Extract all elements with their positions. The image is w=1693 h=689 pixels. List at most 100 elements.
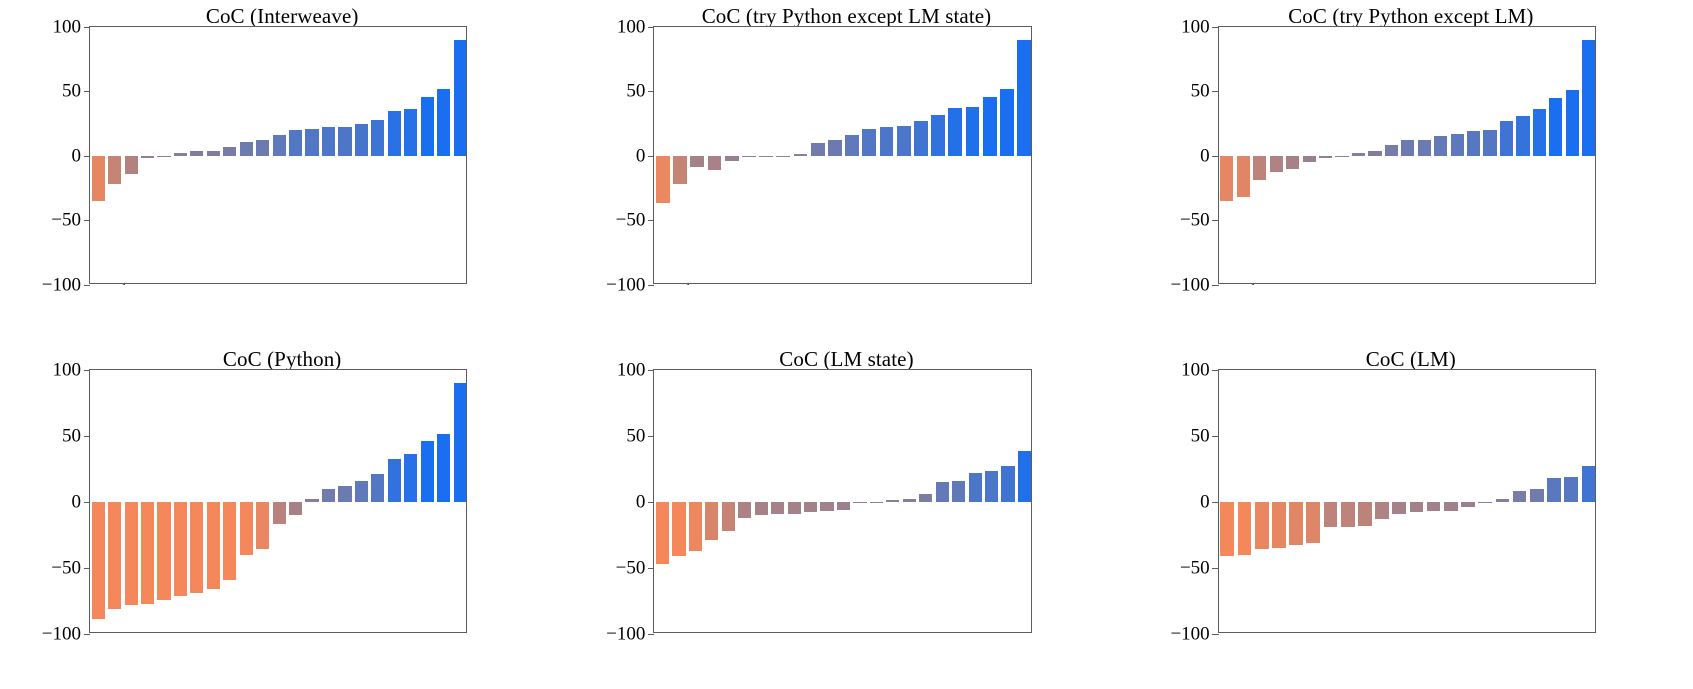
bar bbox=[656, 155, 670, 204]
subplot-title: CoC (try Python except LM) bbox=[1288, 4, 1534, 28]
bar bbox=[721, 501, 735, 531]
bars-container bbox=[90, 27, 467, 283]
bar bbox=[771, 501, 785, 514]
bar bbox=[1467, 131, 1481, 156]
bar bbox=[289, 501, 303, 515]
y-tick-label: 0 bbox=[635, 145, 646, 167]
bar bbox=[673, 155, 687, 185]
bar bbox=[1392, 501, 1407, 514]
y-tick-mark bbox=[83, 369, 90, 371]
y-tick-mark bbox=[1212, 567, 1219, 569]
bar bbox=[914, 120, 928, 156]
bar bbox=[853, 501, 867, 504]
y-tick-mark bbox=[647, 27, 655, 28]
bar bbox=[1017, 451, 1031, 502]
bar bbox=[1254, 501, 1269, 550]
y-tick-mark bbox=[1212, 634, 1219, 635]
bar bbox=[124, 155, 138, 174]
bar bbox=[1236, 155, 1250, 197]
bar bbox=[931, 114, 945, 156]
bar bbox=[1318, 155, 1333, 159]
bar bbox=[404, 109, 418, 156]
bar bbox=[999, 88, 1014, 156]
bar bbox=[1302, 155, 1316, 163]
bar bbox=[862, 128, 877, 156]
bar bbox=[239, 141, 253, 156]
bar bbox=[869, 501, 883, 503]
bar bbox=[404, 454, 418, 502]
y-tick-label: 100 bbox=[616, 359, 646, 380]
bar bbox=[387, 110, 401, 156]
bar bbox=[948, 108, 963, 156]
y-tick-mark bbox=[647, 435, 655, 437]
bar bbox=[420, 440, 434, 502]
y-tick-label: 100 bbox=[1181, 359, 1210, 380]
bar bbox=[354, 480, 368, 502]
bar bbox=[157, 155, 171, 158]
bar bbox=[321, 127, 336, 156]
y-tick-mark bbox=[647, 155, 655, 157]
bar bbox=[754, 501, 768, 515]
plot-area: 100 50 0 −50 −100 bbox=[606, 18, 1032, 294]
y-tick-mark bbox=[1212, 284, 1219, 286]
y-tick-label: 0 bbox=[71, 491, 82, 513]
y-tick-label: −50 bbox=[1179, 209, 1210, 231]
bar bbox=[387, 459, 401, 502]
y-tick-mark bbox=[83, 634, 90, 635]
y-tick-label: 50 bbox=[1190, 425, 1210, 447]
y-tick-label: 100 bbox=[616, 16, 646, 38]
bar bbox=[1532, 109, 1546, 156]
y-tick-label: 50 bbox=[62, 425, 81, 447]
y-tick-mark bbox=[1212, 27, 1219, 28]
bar bbox=[1253, 155, 1267, 181]
y-tick-mark bbox=[647, 501, 655, 503]
bar bbox=[305, 499, 319, 502]
bar bbox=[919, 493, 933, 502]
y-tick-label: 0 bbox=[635, 491, 646, 513]
y-tick-label: 0 bbox=[1200, 491, 1210, 513]
bar bbox=[140, 501, 155, 604]
y-tick-mark bbox=[83, 220, 90, 222]
y-tick-mark bbox=[1212, 155, 1219, 157]
subplot-panel: CoC (try Python except LM state)Δ w.r.t.… bbox=[564, 0, 1128, 345]
bar bbox=[1582, 39, 1595, 156]
bar bbox=[437, 434, 451, 502]
subplot-panel: CoC (Interweave)Δ w.r.t. average human r… bbox=[0, 0, 564, 345]
y-tick-label: −50 bbox=[51, 557, 81, 579]
bar bbox=[1017, 39, 1031, 156]
subplot-title: CoC (LM) bbox=[1365, 346, 1456, 371]
bar bbox=[1434, 136, 1448, 156]
bar bbox=[1409, 501, 1424, 513]
bar bbox=[820, 501, 834, 511]
subplot-title: CoC (LM state) bbox=[779, 346, 914, 371]
bar bbox=[724, 155, 739, 161]
bar bbox=[157, 501, 171, 600]
y-tick-mark bbox=[647, 369, 655, 371]
y-tick-mark bbox=[647, 634, 655, 635]
bar bbox=[1237, 501, 1252, 555]
bar bbox=[952, 480, 966, 502]
y-tick-label: 50 bbox=[626, 425, 646, 447]
subplot-panel: CoC (Python)Δ w.r.t. average human rater… bbox=[0, 345, 564, 689]
bar bbox=[1529, 488, 1544, 502]
subplot-title: CoC (Interweave) bbox=[205, 4, 359, 28]
bar bbox=[1269, 155, 1283, 173]
bar bbox=[804, 501, 818, 513]
bar bbox=[173, 153, 188, 156]
y-tick-label: −100 bbox=[606, 623, 646, 645]
bar bbox=[1323, 501, 1338, 527]
bar bbox=[655, 501, 670, 564]
y-tick-label: −50 bbox=[615, 557, 646, 579]
bar bbox=[239, 501, 253, 555]
y-tick-mark bbox=[1212, 220, 1219, 222]
y-tick-mark bbox=[1212, 501, 1219, 503]
bar bbox=[1516, 115, 1530, 156]
y-tick-mark bbox=[83, 567, 90, 569]
y-tick-mark bbox=[83, 501, 90, 503]
bar bbox=[1401, 140, 1415, 156]
bar bbox=[108, 155, 122, 185]
y-tick-mark bbox=[1212, 91, 1219, 93]
subplot-panel: CoC (try Python except LM)Δ w.r.t. avera… bbox=[1129, 0, 1693, 345]
bar bbox=[1461, 501, 1475, 508]
bar bbox=[354, 123, 368, 156]
